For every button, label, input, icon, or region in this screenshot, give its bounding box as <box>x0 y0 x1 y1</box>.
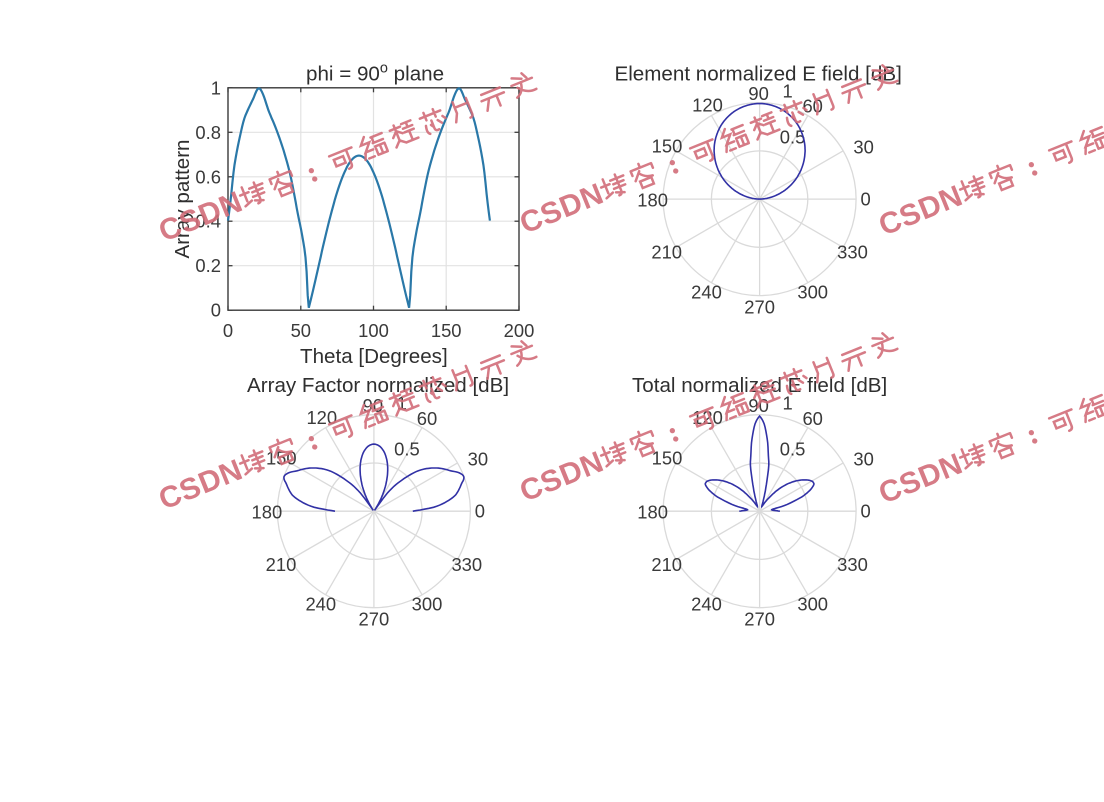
svg-text:240: 240 <box>305 594 336 615</box>
svg-text:330: 330 <box>837 242 868 263</box>
svg-text:50: 50 <box>291 320 311 341</box>
svg-text:210: 210 <box>651 242 682 263</box>
svg-text:90: 90 <box>748 83 768 104</box>
svg-text:180: 180 <box>637 502 668 523</box>
svg-text:30: 30 <box>853 449 873 470</box>
svg-text:120: 120 <box>306 407 337 428</box>
svg-text:0.2: 0.2 <box>195 255 221 276</box>
svg-text:Element normalized E field [dB: Element normalized E field [dB] <box>615 63 902 86</box>
svg-text:0.5: 0.5 <box>780 439 806 460</box>
svg-text:270: 270 <box>359 609 390 630</box>
svg-text:0.6: 0.6 <box>195 166 221 187</box>
svg-text:phi = 90o plane: phi = 90o plane <box>306 61 444 86</box>
svg-text:0: 0 <box>860 501 870 522</box>
svg-text:0: 0 <box>223 320 233 341</box>
svg-text:Total normalized E field [dB]: Total normalized E field [dB] <box>632 374 887 397</box>
svg-text:0: 0 <box>860 189 870 210</box>
svg-text:150: 150 <box>652 135 683 156</box>
svg-text:150: 150 <box>431 320 462 341</box>
svg-text:180: 180 <box>252 502 283 523</box>
svg-text:240: 240 <box>691 594 722 615</box>
svg-text:0.8: 0.8 <box>195 122 221 143</box>
svg-text:210: 210 <box>266 554 297 575</box>
svg-text:120: 120 <box>692 95 723 116</box>
svg-text:1: 1 <box>397 393 407 414</box>
svg-text:30: 30 <box>468 449 488 470</box>
svg-text:330: 330 <box>837 554 868 575</box>
svg-text:300: 300 <box>412 594 443 615</box>
svg-text:270: 270 <box>744 609 775 630</box>
svg-text:330: 330 <box>451 554 482 575</box>
svg-text:150: 150 <box>652 448 683 469</box>
svg-text:1: 1 <box>211 77 221 98</box>
svg-text:100: 100 <box>358 320 389 341</box>
svg-text:270: 270 <box>744 296 775 317</box>
svg-text:0: 0 <box>211 300 221 321</box>
svg-text:30: 30 <box>853 137 873 158</box>
svg-text:240: 240 <box>691 282 722 303</box>
svg-text:Array Factor normalized [dB]: Array Factor normalized [dB] <box>247 374 509 397</box>
svg-text:60: 60 <box>417 408 437 429</box>
svg-text:180: 180 <box>637 190 668 211</box>
svg-text:1: 1 <box>782 393 792 414</box>
svg-text:0.5: 0.5 <box>780 127 806 148</box>
svg-text:200: 200 <box>504 320 535 341</box>
svg-text:0.5: 0.5 <box>394 439 420 460</box>
svg-text:210: 210 <box>651 554 682 575</box>
svg-text:1: 1 <box>782 81 792 102</box>
svg-text:300: 300 <box>797 282 828 303</box>
svg-text:300: 300 <box>797 594 828 615</box>
svg-text:0: 0 <box>475 501 485 522</box>
svg-text:60: 60 <box>802 408 822 429</box>
svg-text:Theta [Degrees]: Theta [Degrees] <box>300 345 448 368</box>
